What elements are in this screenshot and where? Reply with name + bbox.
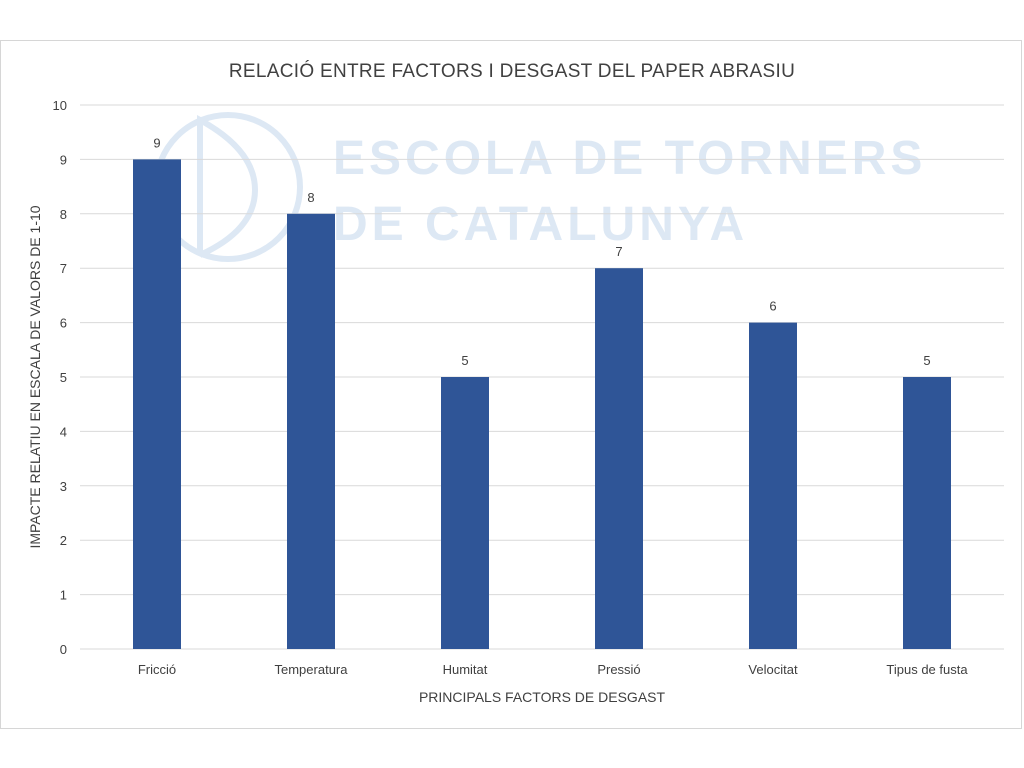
y-tick-label: 3 — [60, 479, 67, 494]
x-category-labels: Fricció Temperatura Humitat Pressió Velocita… — [138, 662, 968, 677]
y-tick-label: 4 — [60, 424, 67, 439]
x-category-label: Velocitat — [748, 662, 798, 677]
y-axis-label: IMPACTE RELATIU EN ESCALA DE VALORS DE 1… — [27, 205, 43, 548]
data-label: 5 — [461, 353, 468, 368]
y-tick-label: 0 — [60, 642, 67, 657]
bar — [287, 213, 335, 650]
bar — [749, 322, 797, 649]
bars — [133, 159, 951, 650]
y-tick-label: 9 — [60, 152, 67, 167]
bar — [133, 159, 181, 649]
chart-title: RELACIÓ ENTRE FACTORS I DESGAST DEL PAPE… — [229, 60, 795, 82]
bar — [903, 377, 951, 649]
x-category-label: Pressió — [597, 662, 640, 677]
data-label: 6 — [769, 299, 776, 314]
bar — [595, 268, 643, 649]
y-tick-labels: 0 1 2 3 4 5 6 7 8 9 10 — [53, 98, 67, 657]
x-category-label: Temperatura — [275, 662, 349, 677]
x-axis-label: PRINCIPALS FACTORS DE DESGAST — [419, 689, 666, 705]
x-category-label: Fricció — [138, 662, 176, 677]
data-label: 9 — [153, 135, 160, 150]
watermark-logo: ESCOLA DE TORNERS DE CATALUNYA — [153, 112, 926, 262]
data-label: 7 — [615, 244, 622, 259]
y-tick-label: 6 — [60, 316, 67, 331]
y-tick-label: 1 — [60, 588, 67, 603]
gridlines — [80, 104, 1004, 650]
y-tick-label: 7 — [60, 261, 67, 276]
watermark-arc-icon — [197, 114, 259, 258]
watermark-line-1: ESCOLA DE TORNERS — [333, 132, 926, 185]
data-labels: 9 8 5 7 6 5 — [153, 135, 930, 368]
x-category-label: Humitat — [443, 662, 488, 677]
bar — [441, 377, 489, 649]
y-tick-label: 5 — [60, 370, 67, 385]
data-label: 5 — [923, 353, 930, 368]
data-label: 8 — [307, 190, 314, 205]
y-tick-label: 8 — [60, 207, 67, 222]
y-tick-label: 2 — [60, 533, 67, 548]
x-category-label: Tipus de fusta — [886, 662, 968, 677]
y-tick-label: 10 — [53, 98, 67, 113]
watermark-line-2: DE CATALUNYA — [333, 198, 748, 251]
